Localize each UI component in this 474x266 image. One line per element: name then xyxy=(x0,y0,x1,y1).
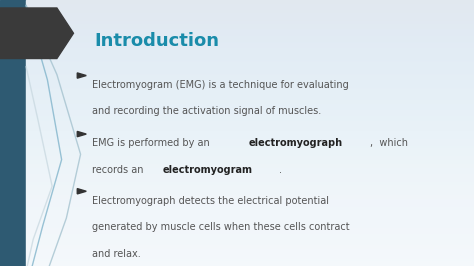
Text: Electromyogram (EMG) is a technique for evaluating: Electromyogram (EMG) is a technique for … xyxy=(92,80,349,90)
Polygon shape xyxy=(0,0,26,266)
Text: ,  which: , which xyxy=(370,138,408,148)
Text: generated by muscle cells when these cells contract: generated by muscle cells when these cel… xyxy=(92,222,350,232)
Text: Electromyograph detects the electrical potential: Electromyograph detects the electrical p… xyxy=(92,196,329,206)
Polygon shape xyxy=(0,8,73,59)
Text: and recording the activation signal of muscles.: and recording the activation signal of m… xyxy=(92,106,322,117)
Text: Introduction: Introduction xyxy=(95,32,220,50)
Polygon shape xyxy=(77,131,86,137)
Polygon shape xyxy=(26,0,474,266)
Text: .: . xyxy=(279,165,282,175)
Text: electromyograph: electromyograph xyxy=(248,138,343,148)
Polygon shape xyxy=(77,189,86,194)
Polygon shape xyxy=(77,73,86,78)
Text: EMG is performed by an: EMG is performed by an xyxy=(92,138,213,148)
Text: and relax.: and relax. xyxy=(92,249,141,259)
Text: electromyogram: electromyogram xyxy=(163,165,253,175)
Text: records an: records an xyxy=(92,165,147,175)
